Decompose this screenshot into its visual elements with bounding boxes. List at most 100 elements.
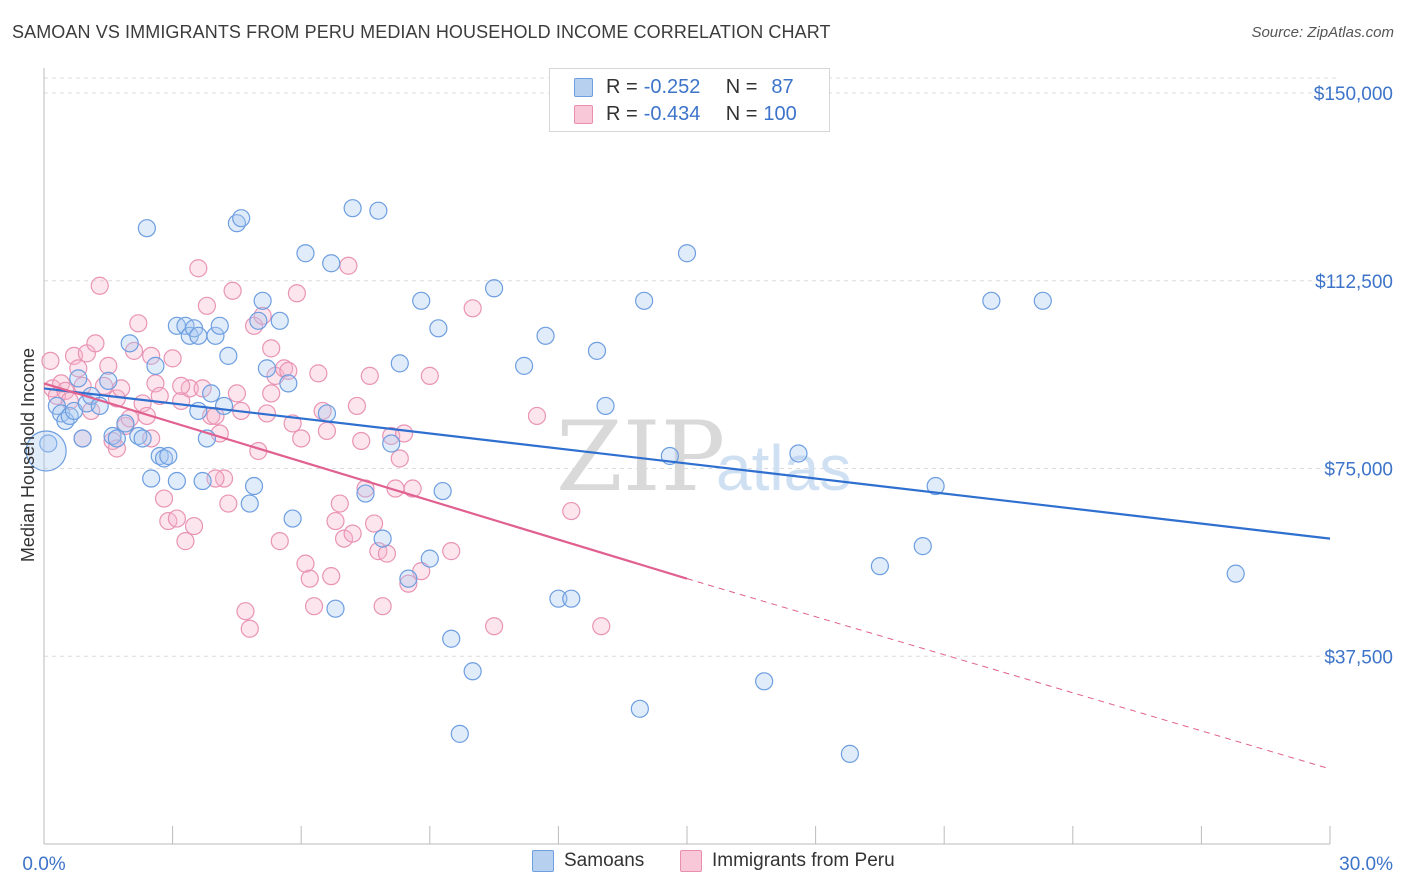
watermark: ZIP atlas — [556, 401, 851, 513]
samoan-point — [142, 469, 161, 488]
peru-point — [390, 449, 409, 468]
y-tick-label: $150,000 — [1314, 84, 1393, 105]
samoans-swatch — [532, 850, 554, 872]
samoan-point — [373, 529, 392, 548]
peru-point — [41, 351, 60, 370]
samoan-point — [99, 371, 118, 390]
peru-point — [364, 514, 384, 533]
legend-label: Samoans — [564, 850, 645, 871]
peru-point — [150, 386, 169, 406]
samoan-point — [442, 629, 461, 648]
peru-point — [227, 384, 246, 403]
peru-point — [360, 366, 379, 385]
peru-point — [270, 532, 289, 551]
peru-point — [69, 359, 88, 378]
peru-point — [317, 421, 337, 441]
n-label: N = — [725, 75, 758, 98]
samoan-points — [25, 199, 1245, 763]
samoan-point — [202, 384, 221, 403]
legend-label: Immigrants from Peru — [712, 850, 895, 871]
samoan-point — [137, 219, 156, 238]
samoan-point — [870, 557, 890, 576]
peru-point — [197, 296, 216, 315]
peru-swatch — [574, 104, 593, 124]
r-value: -0.252 — [643, 75, 701, 98]
peru-point — [442, 542, 461, 561]
samoan-point — [193, 471, 212, 491]
samoan-point — [206, 326, 225, 345]
x-tick-label: 0.0% — [22, 854, 65, 875]
peru-point — [403, 479, 422, 498]
tick-labels: $37,500 $75,000 $112,500 $150,000 0.0% 30.0% — [22, 84, 1393, 875]
samoan-point — [536, 326, 555, 345]
correlation-legend: R = -0.252 N = 87 R = -0.434 N = 100 — [549, 68, 830, 132]
peru-point — [304, 597, 324, 616]
peru-trend-extension — [686, 578, 1331, 770]
samoan-point — [257, 359, 277, 378]
samoan-point — [596, 396, 615, 416]
peru-point — [236, 602, 255, 621]
r-label: R = — [606, 102, 638, 125]
samoan-point — [159, 446, 178, 466]
samoan-point — [587, 341, 607, 360]
peru-point — [339, 256, 358, 275]
samoan-point — [399, 569, 418, 588]
n-value: 87 — [771, 75, 794, 98]
peru-point — [167, 509, 186, 528]
axes — [43, 68, 1331, 845]
peru-point — [176, 532, 195, 551]
samoan-point — [789, 444, 808, 463]
samoan-point — [982, 291, 1001, 310]
peru-point — [347, 396, 367, 416]
series-legend: Samoans Immigrants from Peru — [0, 850, 1406, 878]
legend-row-peru: R = -0.434 N = 100 — [574, 102, 797, 126]
samoan-point — [382, 434, 401, 453]
samoan-point — [107, 429, 126, 448]
peru-point — [189, 259, 208, 278]
samoan-point — [270, 311, 289, 330]
samoan-point — [1033, 291, 1052, 310]
samoan-point — [189, 326, 208, 345]
samoan-point — [120, 334, 139, 353]
samoans-swatch — [574, 77, 593, 97]
watermark-atlas: atlas — [716, 432, 851, 504]
samoan-point — [283, 509, 302, 528]
peru-point — [184, 516, 204, 536]
y-axis-label: Median Household Income — [18, 348, 38, 562]
peru-points — [41, 256, 611, 638]
peru-point — [377, 544, 397, 563]
peru-point — [592, 617, 611, 636]
peru-point — [296, 554, 315, 573]
samoan-point — [635, 291, 654, 310]
r-label: R = — [606, 75, 638, 98]
samoan-point — [630, 699, 649, 718]
peru-point — [352, 431, 371, 451]
samoan-point — [25, 430, 67, 472]
legend-row-samoans: R = -0.252 N = 87 — [574, 75, 794, 99]
peru-point — [420, 366, 439, 385]
trend-lines — [43, 382, 1331, 770]
samoan-point — [356, 484, 375, 503]
samoan-point — [167, 471, 186, 491]
peru-point — [240, 619, 259, 638]
peru-point — [330, 494, 349, 513]
samoan-point — [73, 429, 92, 448]
samoan-point — [343, 199, 362, 218]
peru-point — [300, 569, 319, 588]
chart-title: SAMOAN VS IMMIGRANTS FROM PERU MEDIAN HO… — [12, 22, 831, 42]
samoan-point — [433, 481, 452, 501]
peru-point — [399, 574, 418, 593]
samoan-point — [463, 662, 482, 681]
samoan-point — [210, 316, 229, 335]
samoan-point — [133, 429, 152, 448]
samoan-point — [485, 279, 504, 298]
legend-item-samoans: Samoans — [532, 850, 644, 872]
peru-point — [292, 429, 311, 448]
peru-swatch — [680, 850, 702, 872]
r-value: -0.434 — [643, 102, 701, 125]
legend-item-peru: Immigrants from Peru — [680, 850, 895, 872]
samoan-point — [146, 356, 165, 375]
peru-point — [283, 414, 302, 433]
samoan-point — [1226, 564, 1245, 583]
peru-point — [219, 494, 238, 513]
